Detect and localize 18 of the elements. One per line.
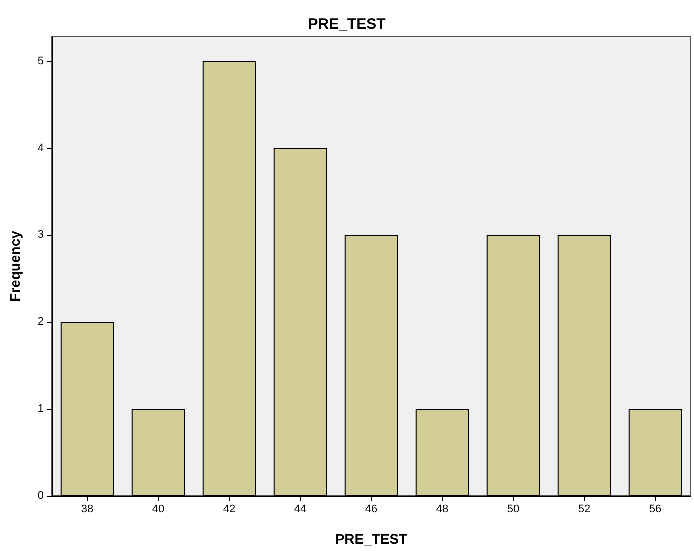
y-tick-label: 1 [38,403,44,416]
chart-title: PRE_TEST [308,16,386,33]
x-tick-label: 44 [294,504,307,516]
y-tick-label: 5 [38,55,44,68]
x-tick-label: 42 [223,504,236,516]
y-tick-label: 3 [38,229,44,242]
x-tick-label: 52 [578,504,591,516]
y-tick-label: 0 [38,490,44,502]
x-tick-label: 40 [152,504,165,516]
y-tick-label: 2 [38,316,44,328]
x-tick-label: 50 [507,504,520,516]
x-tick-label: 38 [81,504,94,516]
y-axis-title: Frequency [7,230,23,302]
y-tick-label: 4 [38,142,44,154]
x-axis-title: PRE_TEST [335,531,408,547]
x-tick-label: 56 [649,504,662,516]
x-tick-label: 46 [365,504,378,516]
x-tick-label: 48 [436,504,449,516]
